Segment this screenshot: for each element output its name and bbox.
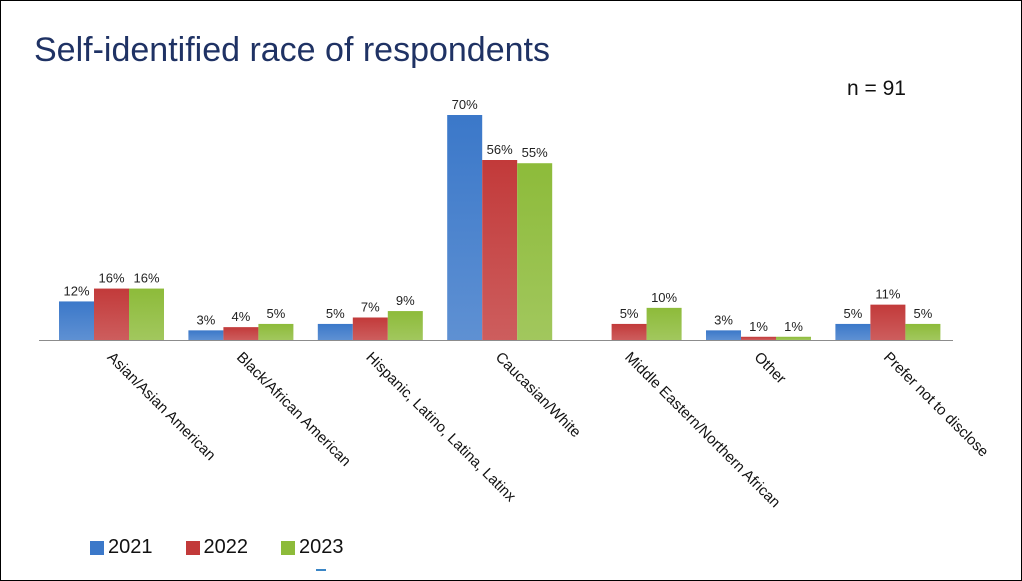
bar-2021-3 [317, 323, 353, 340]
bar-2021-1 [59, 301, 94, 340]
bar-2022-5 [611, 323, 647, 340]
bar-2023-4 [517, 163, 553, 340]
slide-title: Self-identified race of respondents [34, 31, 550, 69]
data-label-2022-4: 56% [487, 142, 513, 157]
bar-2021-7 [835, 323, 871, 340]
bar-2022-1 [94, 288, 129, 340]
data-label-2022-5: 5% [620, 306, 639, 321]
category-label-4: Caucasian/White [492, 349, 584, 441]
category-label-7: Prefer not to disclose [880, 349, 992, 461]
legend-item-2023: 2023 [281, 536, 344, 559]
legend-swatch-2021 [90, 540, 104, 555]
data-label-2022-2: 4% [232, 309, 251, 324]
bar-2022-7 [870, 304, 906, 340]
legend-label-2023: 2023 [299, 536, 344, 558]
data-label-2021-2: 3% [197, 312, 216, 327]
data-label-2021-7: 5% [844, 306, 863, 321]
legend-item-2022: 2022 [185, 536, 249, 559]
bar-2022-4 [482, 160, 518, 340]
data-label-2023-2: 5% [267, 306, 286, 321]
bar-2021-2 [188, 330, 224, 340]
data-label-2022-7: 11% [875, 287, 900, 302]
sample-size-label: n = 91 [847, 77, 906, 100]
bar-2023-1 [129, 288, 164, 340]
chart-legend: 2021 2022 2023 [90, 536, 377, 559]
category-label-2: Black/African American [233, 349, 354, 470]
bar-2022-3 [352, 317, 388, 340]
data-label-2021-6: 3% [714, 312, 733, 327]
data-label-2022-3: 7% [361, 300, 380, 315]
bar-2023-5 [646, 307, 682, 340]
data-label-2023-7: 5% [914, 306, 933, 321]
data-label-2021-3: 5% [326, 306, 345, 321]
category-label-1: Asian/Asian American [104, 349, 219, 464]
data-label-2022-1: 16% [98, 271, 124, 286]
data-label-2022-6: 1% [749, 319, 768, 334]
bar-2022-6 [741, 336, 776, 340]
legend-underline [316, 569, 326, 571]
bar-2022-2 [223, 327, 259, 340]
category-label-3: Hispanic, Latino, Latina, Latinx [362, 349, 519, 506]
legend-swatch-2022 [185, 540, 200, 555]
data-label-2023-3: 9% [396, 293, 415, 308]
category-label-5: Middle Eastern/Northern African [621, 349, 783, 511]
legend-label-2021: 2021 [108, 536, 153, 558]
data-label-2021-1: 12% [63, 283, 89, 298]
category-label-6: Other [751, 349, 790, 388]
bar-2023-2 [258, 323, 294, 340]
legend-item-2021: 2021 [90, 536, 153, 559]
legend-label-2022: 2022 [203, 536, 249, 558]
data-label-2023-6: 1% [784, 319, 803, 334]
data-label-2023-5: 10% [651, 290, 677, 305]
bar-2021-4 [447, 115, 483, 340]
data-label-2021-4: 70% [452, 97, 478, 112]
data-label-2023-4: 55% [522, 145, 548, 160]
legend-swatch-2023 [281, 540, 295, 555]
bar-2021-6 [706, 330, 741, 340]
data-label-2023-1: 16% [133, 271, 159, 286]
bar-2023-3 [387, 311, 423, 340]
bar-2023-7 [905, 323, 941, 340]
bar-2023-6 [776, 336, 811, 340]
